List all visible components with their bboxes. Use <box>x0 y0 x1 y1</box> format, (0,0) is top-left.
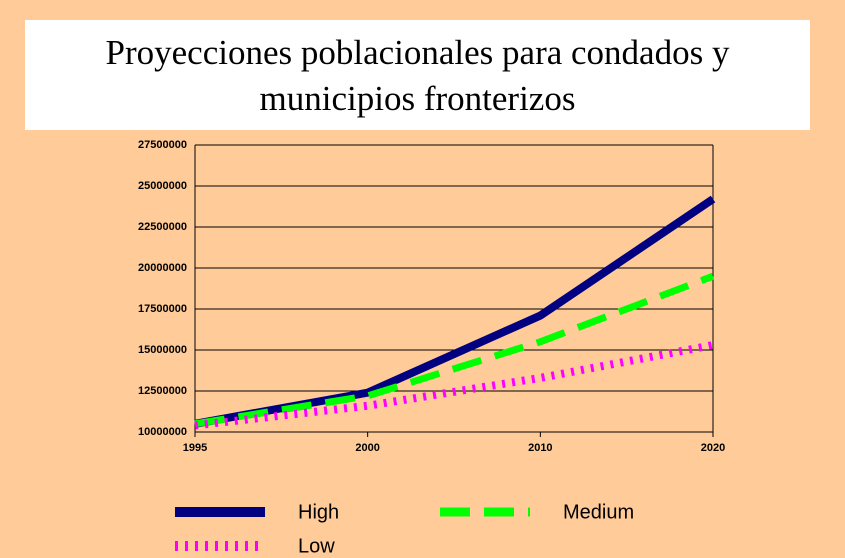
legend-label: Low <box>298 535 335 557</box>
y-tick-label: 22500000 <box>138 221 187 233</box>
x-tick-label: 2020 <box>701 442 725 454</box>
chart-title: Proyecciones poblacionales para condados… <box>25 20 810 130</box>
y-tick-label: 25000000 <box>138 180 187 192</box>
y-tick-label: 17500000 <box>138 303 187 315</box>
series-line <box>194 195 716 428</box>
y-tick-label: 10000000 <box>138 426 187 438</box>
legend-label: Medium <box>563 501 634 523</box>
series-line <box>194 272 715 428</box>
y-tick-label: 15000000 <box>138 344 187 356</box>
y-tick-label: 20000000 <box>138 262 187 274</box>
y-tick-label: 27500000 <box>138 139 187 151</box>
x-tick-label: 2010 <box>528 442 552 454</box>
x-tick-label: 1995 <box>183 442 207 454</box>
y-tick-label: 12500000 <box>138 385 187 397</box>
x-tick-label: 2000 <box>355 442 379 454</box>
legend-label: High <box>298 501 339 523</box>
series-line <box>194 341 714 430</box>
